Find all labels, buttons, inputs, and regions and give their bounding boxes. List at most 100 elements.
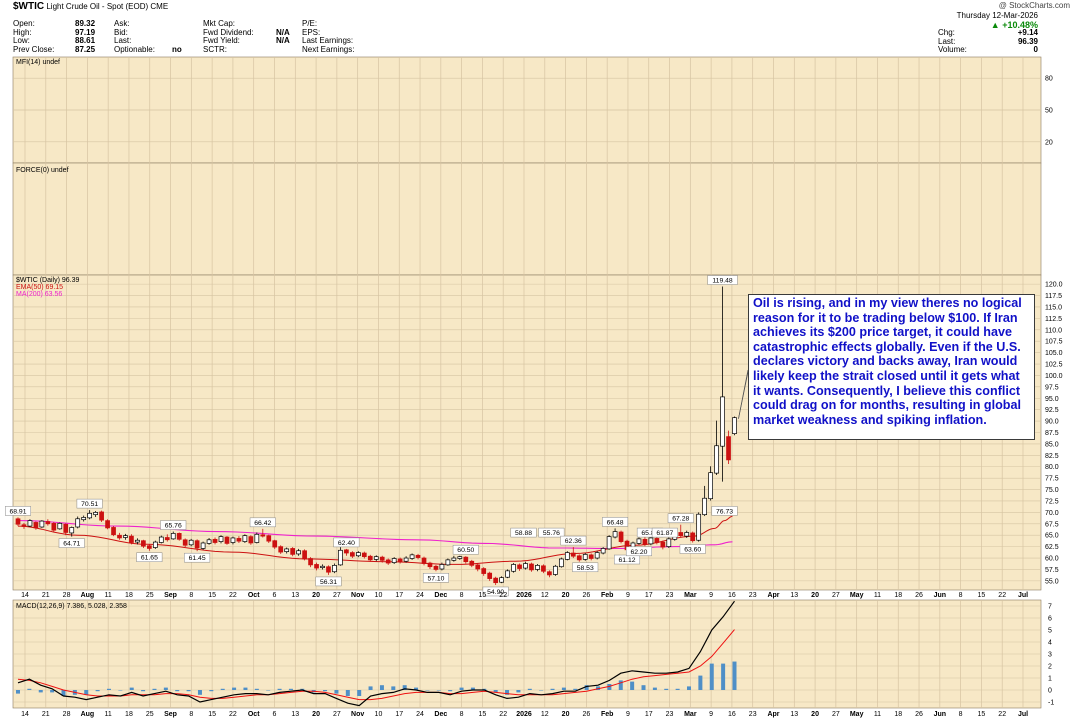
candle-body — [75, 518, 81, 528]
x-tick-label: 15 — [978, 711, 986, 718]
price-label: 65.83 — [641, 530, 658, 537]
price-label-box — [249, 517, 276, 528]
x-tick-label: 25 — [146, 592, 154, 599]
header-field-col1-2: Low: 88.61 — [13, 36, 95, 46]
candle-body — [170, 533, 176, 540]
y-tick-label: 7 — [1048, 604, 1052, 611]
field-label: Prev Close: — [13, 44, 55, 54]
header-field-col2-0: Ask: — [114, 19, 130, 29]
macd-histogram-bar — [641, 685, 646, 690]
header-field-col1-0: Open: 89.32 — [13, 19, 95, 29]
macd-histogram-bar — [345, 690, 350, 696]
candle-body — [535, 564, 540, 570]
x-tick-label: 9 — [626, 711, 630, 718]
y-tick-label: 55.0 — [1045, 578, 1059, 585]
candle-body — [111, 527, 116, 536]
x-tick-label: 10 — [375, 592, 383, 599]
field-label: Last: — [938, 36, 956, 46]
y-tick-label: 90.0 — [1045, 419, 1059, 426]
candle-body — [123, 535, 128, 538]
price-label-box — [5, 506, 31, 516]
field-value: 96.39 — [1017, 36, 1038, 46]
x-tick-label: Mar — [684, 592, 697, 599]
candle-body — [403, 557, 409, 562]
candle-body — [308, 558, 313, 566]
candle-body — [481, 568, 487, 574]
price-label: 66.42 — [254, 520, 271, 527]
x-tick-label: 27 — [832, 711, 840, 718]
x-tick-label: 14 — [21, 592, 29, 599]
field-value: 87.25 — [75, 44, 96, 54]
y-tick-label: 117.5 — [1045, 293, 1062, 300]
candle-body — [182, 539, 188, 546]
x-tick-label: 8 — [460, 711, 464, 718]
macd-histogram-bar — [266, 690, 271, 691]
macd-histogram-bar — [425, 690, 430, 691]
candle-body — [314, 564, 319, 569]
macd-histogram-bar — [505, 690, 510, 695]
header-field-col4-3: Next Earnings: — [302, 45, 354, 55]
macd-histogram-bar — [527, 688, 532, 690]
candle-body — [57, 522, 63, 530]
candle-body — [391, 558, 397, 563]
price-label-box — [482, 586, 509, 597]
watermark: @ StockCharts.com — [998, 1, 1070, 10]
candle-body — [732, 417, 737, 434]
candle-body — [260, 534, 266, 537]
x-tick-label: Apr — [767, 592, 779, 599]
macd-histogram-bar — [470, 687, 475, 690]
macd-histogram-bar — [402, 685, 407, 690]
candle-body — [457, 556, 463, 559]
y-tick-label: 75.0 — [1045, 487, 1059, 494]
candle-body — [33, 522, 39, 529]
field-label: Bid: — [114, 27, 128, 37]
quote-field-2: Volume: 0 — [938, 46, 1038, 55]
candle-body — [505, 570, 510, 578]
header-field-col2-1: Bid: — [114, 27, 128, 38]
candle-body — [344, 549, 349, 554]
x-tick-label: 8 — [189, 592, 193, 599]
x-tick-label: 12 — [541, 592, 549, 599]
macd-histogram-bar — [561, 687, 566, 690]
candle-body — [332, 564, 337, 573]
candle-body — [451, 557, 457, 561]
x-tick-label: 11 — [105, 592, 112, 599]
candle-body — [63, 523, 69, 533]
x-tick-label: Oct — [248, 711, 260, 718]
candle-body — [511, 564, 516, 572]
x-tick-label: 23 — [749, 592, 757, 599]
quote-field-0: Chg: +9.14 — [938, 28, 1038, 38]
y-tick-label: 112.5 — [1045, 316, 1062, 323]
macd-histogram-bar — [414, 687, 419, 690]
field-label: SCTR: — [203, 44, 227, 54]
price-label-box — [422, 573, 449, 583]
ema-legend: EMA(50) 69.15 — [16, 284, 63, 291]
macd-histogram-bar — [175, 690, 180, 692]
x-tick-label: 11 — [874, 592, 881, 599]
candle-body — [188, 539, 194, 546]
field-label: Last: — [114, 36, 132, 46]
x-tick-label: Nov — [351, 592, 364, 599]
x-tick-label: 24 — [416, 711, 424, 718]
quote-field-1: Last: 96.39 — [938, 36, 1038, 47]
candle-body — [439, 564, 445, 570]
header-field-col1-1: High: 97.19 — [13, 28, 95, 38]
price-label: 61.87 — [656, 530, 673, 537]
macd-histogram-bar — [687, 686, 692, 690]
chart-header: $WTIC Light Crude Oil - Spot (EOD) CME @… — [0, 0, 1080, 58]
x-tick-label: Mar — [684, 711, 697, 718]
field-label: Ask: — [114, 19, 130, 28]
x-tick-label: 8 — [959, 711, 963, 718]
x-tick-label: May — [850, 592, 864, 599]
macd-histogram-bar — [61, 690, 66, 696]
x-tick-label: Aug — [81, 711, 95, 718]
quote-summary: Thursday 12-Mar-2026 ▲ +10.48% Chg: +9.14… — [938, 11, 1038, 55]
field-label: Volume: — [938, 45, 967, 55]
x-tick-label: 21 — [42, 592, 50, 599]
macd-histogram-bar — [220, 688, 225, 690]
candle-body — [272, 540, 278, 548]
field-label: Open: — [13, 19, 35, 28]
annotation-box: Oil is rising, and in my view theres no … — [748, 294, 1035, 440]
candle-body — [499, 577, 504, 583]
x-tick-label: 21 — [42, 711, 50, 718]
